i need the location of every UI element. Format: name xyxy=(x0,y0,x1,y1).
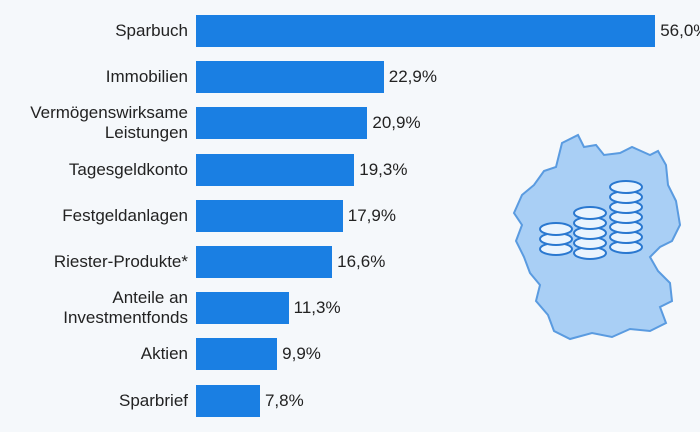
value-label: 20,9% xyxy=(372,113,421,133)
bar xyxy=(196,292,289,325)
value-label: 9,9% xyxy=(282,344,321,364)
value-label: 22,9% xyxy=(388,67,437,87)
value-label: 56,0% xyxy=(660,21,700,40)
bar xyxy=(196,338,278,371)
germany-illustration xyxy=(512,133,682,341)
category-label: Anteile an Investmentfonds xyxy=(63,288,188,328)
bar xyxy=(196,246,333,278)
category-label: Sparbuch xyxy=(115,21,188,40)
bar xyxy=(196,199,343,232)
bar xyxy=(196,107,368,140)
value-label: 17,9% xyxy=(347,205,396,225)
category-label: Immobilien xyxy=(105,67,188,87)
category-label: Sparbrief xyxy=(119,390,188,410)
value-label: 19,3% xyxy=(359,159,408,179)
category-label: Festgeldanlagen xyxy=(62,205,188,225)
category-label: Tagesgeldkonto xyxy=(68,159,188,179)
category-label: Riester-Produkte* xyxy=(53,252,188,271)
value-label: 7,8% xyxy=(264,390,304,410)
bar xyxy=(196,153,355,186)
category-label: Vermögenswirksame Leistungen xyxy=(30,103,188,143)
coins xyxy=(539,180,643,260)
value-label: 16,6% xyxy=(337,252,386,271)
bar xyxy=(196,384,260,417)
value-label: 11,3% xyxy=(293,298,341,318)
bar xyxy=(196,61,384,94)
category-label: Aktien xyxy=(140,344,188,364)
bar xyxy=(196,15,656,47)
